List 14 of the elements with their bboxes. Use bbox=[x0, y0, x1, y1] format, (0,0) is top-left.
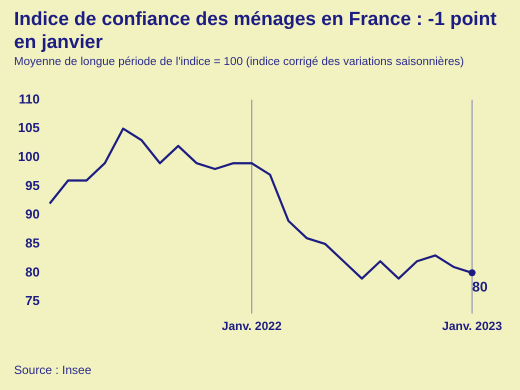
y-tick-label: 95 bbox=[25, 178, 40, 193]
source-note: Source : Insee bbox=[14, 363, 92, 377]
y-tick-label: 90 bbox=[25, 206, 40, 222]
y-tick-label: 110 bbox=[18, 91, 40, 106]
chart-title: Indice de confiance des ménages en France : -1 point en janvier bbox=[14, 8, 498, 54]
y-tick-label: 75 bbox=[25, 293, 40, 308]
chart-subtitle: Moyenne de longue période de l'indice = 100 (indice corrigé des variations saisonnières) bbox=[14, 56, 466, 68]
y-tick-label: 80 bbox=[25, 264, 40, 280]
y-tick-label: 85 bbox=[25, 236, 40, 251]
x-tick-label: Janv. 2023 bbox=[442, 319, 502, 334]
y-tick-label: 105 bbox=[18, 120, 40, 136]
y-tick-label: 100 bbox=[18, 149, 40, 164]
x-tick-label: Janv. 2022 bbox=[222, 319, 282, 334]
annotation: 80 bbox=[472, 278, 488, 295]
